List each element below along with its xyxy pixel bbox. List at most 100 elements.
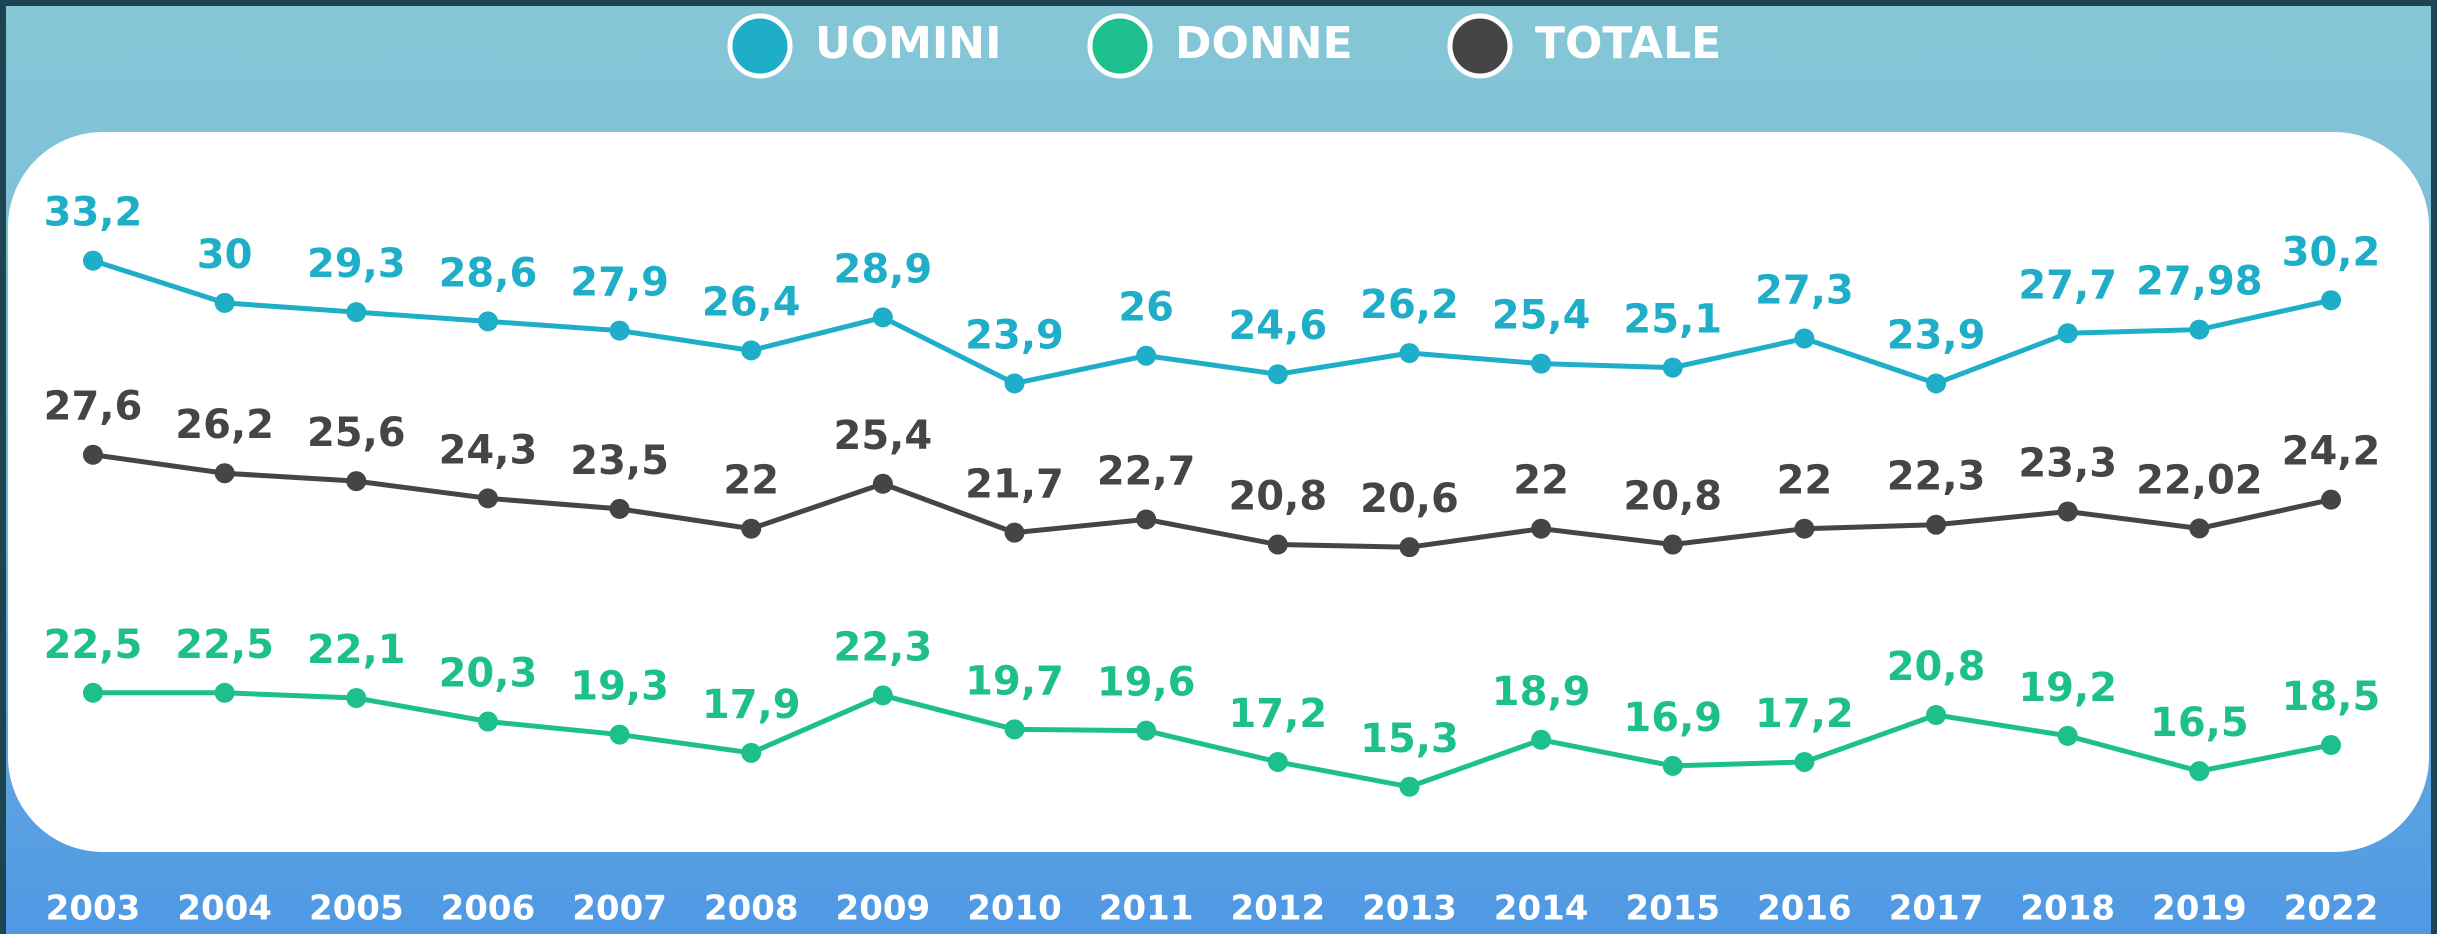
data-label: 29,3 xyxy=(307,241,406,287)
data-label: 17,2 xyxy=(1228,691,1327,737)
data-label: 33,2 xyxy=(44,190,143,236)
data-label: 18,9 xyxy=(1492,669,1591,715)
data-point xyxy=(346,471,367,492)
data-point xyxy=(1531,518,1552,539)
data-label: 17,9 xyxy=(702,682,801,728)
data-label: 22 xyxy=(723,458,779,504)
data-label: 20,8 xyxy=(1228,474,1327,520)
data-point xyxy=(2057,323,2078,344)
data-label: 18,5 xyxy=(2282,674,2381,720)
data-point xyxy=(83,250,103,271)
legend-swatch xyxy=(727,13,793,79)
data-label: 20,3 xyxy=(439,651,538,697)
data-point xyxy=(609,724,630,745)
x-tick-label: 2005 xyxy=(309,889,404,929)
data-label: 16,5 xyxy=(2150,700,2249,746)
plot-panel xyxy=(8,132,2429,852)
data-point xyxy=(1267,534,1288,555)
series-line xyxy=(92,452,2332,550)
data-point xyxy=(872,685,893,706)
data-label: 23,3 xyxy=(2018,441,2117,487)
data-point xyxy=(1267,364,1288,385)
data-label: 30,2 xyxy=(2282,229,2381,275)
data-point xyxy=(741,340,762,361)
data-point xyxy=(1136,345,1157,366)
data-point xyxy=(1136,509,1157,530)
data-point xyxy=(83,444,103,465)
data-point xyxy=(1136,720,1157,741)
data-label: 25,4 xyxy=(834,413,933,459)
data-label: 23,9 xyxy=(1887,312,1986,358)
data-point xyxy=(477,311,498,332)
data-label: 23,9 xyxy=(965,312,1064,358)
data-point xyxy=(1926,373,1947,394)
data-point xyxy=(83,682,103,703)
data-label: 20,8 xyxy=(1887,644,1986,690)
x-tick-label: 2016 xyxy=(1757,889,1852,929)
data-label: 22 xyxy=(1513,458,1569,504)
data-point xyxy=(1926,514,1947,535)
x-tick-label: 2004 xyxy=(177,889,272,929)
data-label: 16,9 xyxy=(1623,695,1722,741)
data-point xyxy=(214,463,235,484)
series-line xyxy=(92,258,2332,387)
data-point xyxy=(1004,522,1025,543)
data-point xyxy=(1531,353,1552,374)
data-point xyxy=(477,488,498,509)
x-tick-label: 2018 xyxy=(2020,889,2115,929)
x-tick-label: 2012 xyxy=(1231,889,1326,929)
data-label: 21,7 xyxy=(965,462,1064,508)
data-point xyxy=(1267,751,1288,772)
data-point xyxy=(741,742,762,763)
data-point xyxy=(477,711,498,732)
x-tick-label: 2009 xyxy=(836,889,931,929)
data-point xyxy=(1662,534,1683,555)
x-tick-label: 2022 xyxy=(2284,889,2379,929)
legend-swatch xyxy=(1087,13,1153,79)
x-tick-label: 2014 xyxy=(1494,889,1589,929)
data-point xyxy=(1662,357,1683,378)
data-label: 23,5 xyxy=(570,438,669,484)
data-point xyxy=(2189,319,2210,340)
data-label: 22,1 xyxy=(307,627,406,673)
data-label: 26 xyxy=(1118,285,1174,331)
data-point xyxy=(214,292,235,313)
data-label: 27,3 xyxy=(1755,268,1854,314)
data-label: 22,3 xyxy=(834,624,933,670)
x-tick-label: 2019 xyxy=(2152,889,2247,929)
data-label: 15,3 xyxy=(1360,716,1459,762)
data-label: 25,6 xyxy=(307,410,406,456)
data-label: 22,5 xyxy=(175,622,274,668)
data-label: 20,6 xyxy=(1360,476,1459,522)
data-label: 22,7 xyxy=(1097,448,1196,494)
data-label: 27,7 xyxy=(2018,262,2117,308)
data-label: 30 xyxy=(197,232,253,278)
data-label: 19,2 xyxy=(2018,665,2117,711)
data-label: 27,98 xyxy=(2136,259,2263,305)
data-point xyxy=(1794,328,1815,349)
x-tick-label: 2017 xyxy=(1889,889,1984,929)
data-point xyxy=(2057,501,2078,522)
data-label: 26,2 xyxy=(175,402,274,448)
data-point xyxy=(1662,755,1683,776)
data-point xyxy=(2321,290,2341,311)
data-label: 22 xyxy=(1777,458,1833,504)
series-line xyxy=(93,690,2332,790)
x-tick-label: 2003 xyxy=(46,889,141,929)
data-label: 17,2 xyxy=(1755,691,1854,737)
data-label: 25,4 xyxy=(1492,293,1591,339)
data-label: 19,7 xyxy=(965,658,1064,704)
data-point xyxy=(346,688,367,709)
data-point xyxy=(609,320,630,341)
data-point xyxy=(741,518,762,539)
data-label: 26,2 xyxy=(1360,282,1459,328)
data-point xyxy=(872,307,893,328)
data-point xyxy=(2057,725,2078,746)
data-point xyxy=(1399,776,1420,797)
x-tick-label: 2015 xyxy=(1625,889,1720,929)
data-point xyxy=(214,682,235,703)
data-point xyxy=(2321,735,2341,756)
data-point xyxy=(346,302,367,323)
x-tick-label: 2007 xyxy=(572,889,667,929)
data-point xyxy=(2189,761,2210,782)
